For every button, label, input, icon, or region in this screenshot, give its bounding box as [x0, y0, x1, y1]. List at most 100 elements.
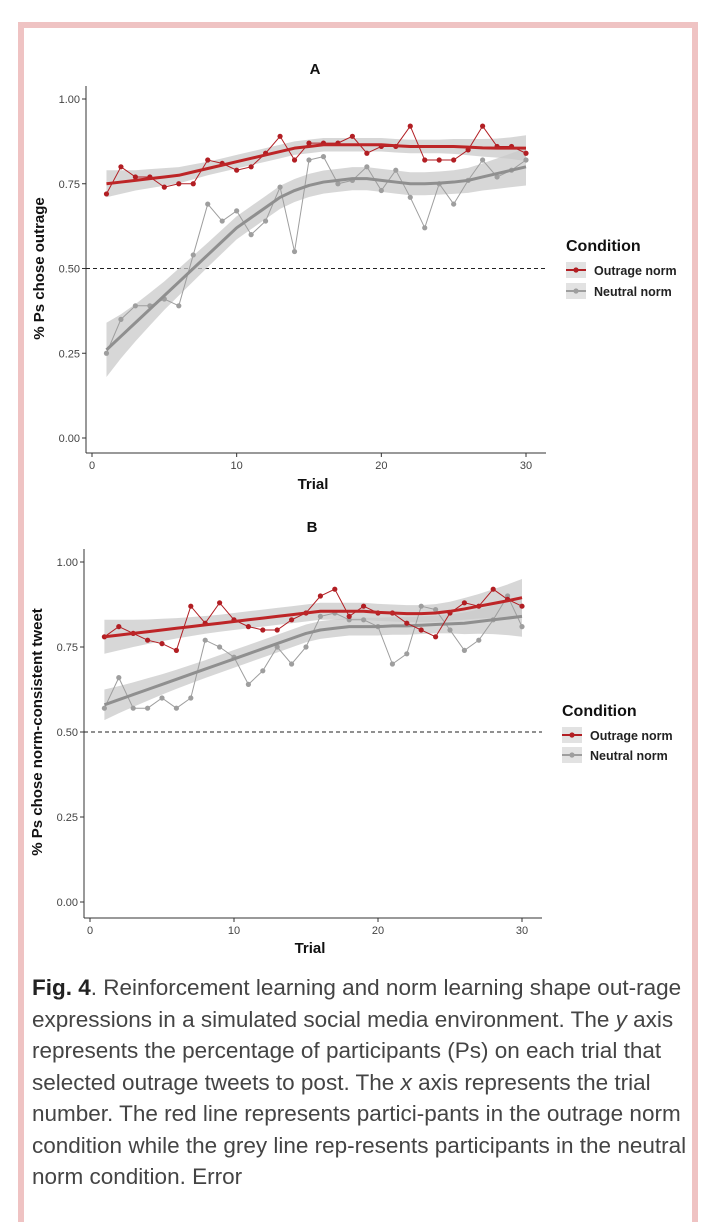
data-point: [277, 184, 283, 190]
y-tick-label: 0.00: [59, 433, 80, 445]
data-point: [422, 225, 428, 231]
legend-entry-label: Neutral norm: [594, 285, 672, 299]
legend-key-point: [569, 752, 575, 758]
data-point: [418, 603, 424, 609]
legend-title: Condition: [566, 238, 641, 255]
data-point: [320, 154, 327, 160]
data-point: [407, 123, 413, 129]
data-point: [234, 208, 240, 214]
series-smooth-line: [105, 165, 527, 351]
data-point: [101, 705, 107, 711]
x-tick-label: 30: [520, 460, 532, 472]
data-point: [176, 303, 182, 309]
data-point: [519, 603, 525, 609]
data-point: [188, 695, 194, 701]
data-point: [306, 157, 312, 163]
data-point: [349, 133, 355, 139]
data-point: [407, 194, 413, 200]
data-point: [248, 164, 254, 170]
data-point: [103, 350, 110, 356]
data-point: [364, 164, 370, 170]
confidence-band: [106, 148, 526, 377]
chart-panel-a: A 0.00 0.25 0.50 0.75 1.00 0 10 20 30 Trial % Ps ch…: [31, 61, 677, 493]
x-tick-label: 10: [231, 460, 243, 472]
data-point: [173, 705, 179, 711]
data-point: [451, 157, 457, 163]
data-point: [361, 603, 367, 609]
data-point: [523, 150, 529, 156]
data-point: [145, 637, 151, 643]
data-point: [436, 157, 442, 163]
data-point: [494, 174, 500, 180]
y-tick-label: 1.00: [57, 557, 78, 569]
caption-x-word: x: [400, 1069, 412, 1095]
data-point: [433, 607, 439, 613]
y-tick-label: 0.50: [59, 264, 80, 276]
data-point: [291, 157, 298, 163]
data-point: [291, 248, 298, 255]
series-smooth-line: [103, 614, 523, 707]
y-tick-label: 0.75: [57, 642, 78, 654]
y-axis-label: % Ps chose norm-consistent tweet: [29, 608, 46, 856]
data-point: [190, 181, 196, 187]
data-point: [118, 164, 124, 170]
data-point: [289, 617, 295, 623]
data-point: [132, 303, 138, 309]
data-point: [260, 668, 266, 674]
x-tick-label: 0: [89, 460, 95, 472]
confidence-band: [104, 596, 523, 721]
data-point: [217, 600, 223, 606]
legend-entry-label: Outrage norm: [590, 729, 673, 743]
y-tick-label: 1.00: [59, 94, 80, 106]
data-point: [245, 681, 251, 688]
data-point: [447, 627, 453, 633]
data-point: [317, 613, 323, 620]
data-point: [248, 232, 254, 238]
series-smooth-line: [104, 596, 523, 639]
data-point: [132, 174, 138, 180]
data-point: [433, 634, 439, 640]
data-point: [116, 675, 122, 681]
legend-entry-label: Neutral norm: [590, 749, 668, 763]
y-tick-label: 0.00: [57, 897, 78, 909]
data-point: [161, 184, 167, 190]
data-point: [317, 593, 323, 599]
chart-title: A: [310, 61, 321, 78]
legend: Condition Outrage norm Neutral norm: [562, 703, 673, 763]
confidence-band: [104, 579, 523, 654]
y-tick-label: 0.25: [57, 812, 78, 824]
y-tick-label: 0.25: [59, 348, 80, 360]
data-point: [103, 191, 110, 197]
series-smooth-line: [106, 143, 526, 186]
data-point: [173, 647, 179, 654]
caption-text-3: axis represents the trial number. The re…: [32, 1069, 687, 1190]
figure-canvas: A 0.00 0.25 0.50 0.75 1.00 0 10 20 30 Trial % Ps ch…: [29, 61, 677, 957]
chart-title: B: [307, 519, 318, 536]
data-point: [118, 316, 124, 322]
x-tick-label: 0: [87, 925, 93, 937]
caption-label: Fig. 4: [32, 975, 91, 1000]
data-point: [490, 586, 496, 592]
y-tick-label: 0.50: [57, 727, 78, 739]
data-point: [361, 617, 367, 623]
data-point: [159, 641, 165, 647]
data-point: [523, 157, 529, 163]
x-tick-label: 30: [516, 925, 528, 937]
data-point: [130, 705, 136, 711]
data-point: [277, 133, 283, 139]
data-point: [234, 167, 240, 173]
data-point: [202, 637, 208, 643]
x-tick-label: 20: [375, 460, 387, 472]
data-point: [145, 705, 151, 711]
data-point: [461, 647, 467, 654]
data-point: [378, 187, 384, 194]
data-point: [476, 637, 482, 643]
data-point: [422, 157, 428, 163]
legend: Condition Outrage norm Neutral norm: [566, 238, 677, 299]
data-point: [335, 181, 341, 187]
data-point: [303, 644, 309, 650]
data-point: [306, 140, 312, 146]
data-point: [393, 167, 399, 173]
data-point: [346, 613, 352, 620]
x-tick-label: 20: [372, 925, 384, 937]
